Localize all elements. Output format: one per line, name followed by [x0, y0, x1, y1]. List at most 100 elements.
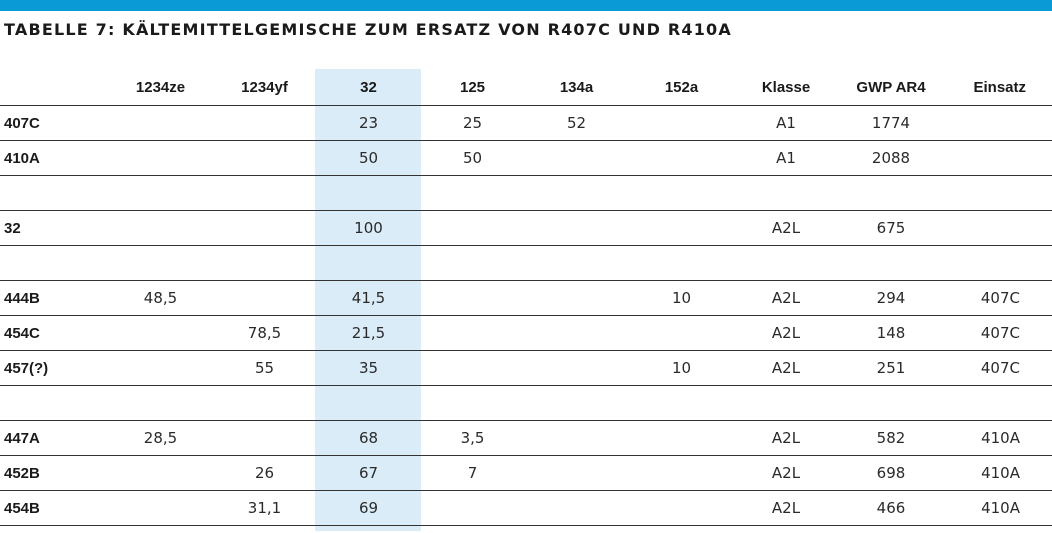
table-cell: [108, 140, 213, 176]
table-cell: A2L: [734, 420, 838, 456]
table-cell: [838, 175, 944, 211]
table-cell: [108, 385, 213, 421]
column-header: 134a: [524, 69, 629, 106]
table-cell: 407C: [944, 280, 1052, 316]
table-cell: [629, 385, 734, 421]
table-cell: 68: [316, 420, 421, 456]
table-cell: 7: [421, 455, 524, 491]
table-cell: 55: [213, 350, 316, 386]
table-cell: 31,1: [213, 490, 316, 526]
table-cell: 35: [316, 350, 421, 386]
table-cell: A2L: [734, 350, 838, 386]
table-cell: [524, 280, 629, 316]
table-cell: [213, 420, 316, 456]
table-row: [0, 245, 1052, 281]
table-cell: [213, 280, 316, 316]
table-cell: [108, 490, 213, 526]
column-header: Klasse: [734, 69, 838, 106]
table-cell: 50: [421, 140, 524, 176]
accent-bar: [0, 0, 1052, 11]
table-row: 452B 26 67 7 A2L 698 410A: [0, 455, 1052, 491]
table-cell: [421, 245, 524, 281]
row-label: 457(?): [0, 350, 108, 386]
table-cell: 10: [629, 350, 734, 386]
table-cell: 407C: [944, 315, 1052, 351]
table-cell: 698: [838, 455, 944, 491]
table-cell: [316, 245, 421, 281]
table-cell: [629, 175, 734, 211]
table-cell: 2088: [838, 140, 944, 176]
table-cell: [524, 140, 629, 176]
table-cell: [629, 455, 734, 491]
table-cell: [629, 315, 734, 351]
column-header: [0, 69, 108, 106]
table-cell: [629, 105, 734, 141]
table-cell: 48,5: [108, 280, 213, 316]
row-label: 454C: [0, 315, 108, 351]
table-cell: [421, 175, 524, 211]
table-cell: 41,5: [316, 280, 421, 316]
table-cell: 69: [316, 490, 421, 526]
table-row: 447A 28,5 68 3,5 A2L 582 410A: [0, 420, 1052, 456]
row-label: [0, 385, 108, 421]
table-cell: [944, 245, 1052, 281]
table-cell: [316, 175, 421, 211]
table-cell: 100: [316, 210, 421, 246]
table-cell: 25: [421, 105, 524, 141]
table-cell: [524, 490, 629, 526]
table-cell: 28,5: [108, 420, 213, 456]
table-cell: [629, 490, 734, 526]
table-cell: 1774: [838, 105, 944, 141]
table-cell: 466: [838, 490, 944, 526]
table-cell: [213, 140, 316, 176]
table-cell: [421, 385, 524, 421]
table-cell: 675: [838, 210, 944, 246]
table-cell: [524, 210, 629, 246]
table-cell: [629, 420, 734, 456]
table-row: [0, 175, 1052, 211]
table-cell: 410A: [944, 455, 1052, 491]
table-cell: 21,5: [316, 315, 421, 351]
row-label: 452B: [0, 455, 108, 491]
row-label: 454B: [0, 490, 108, 526]
table-cell: [421, 490, 524, 526]
table-cell: [944, 105, 1052, 141]
table-row: 407C 23 25 52 A1 1774: [0, 105, 1052, 141]
table-cell: A2L: [734, 455, 838, 491]
table-cell: 67: [316, 455, 421, 491]
table-row: 32 100 A2L 675: [0, 210, 1052, 246]
table-cell: 582: [838, 420, 944, 456]
table-row: [0, 385, 1052, 421]
column-header: GWP AR4: [838, 69, 944, 106]
table-row: 454C 78,5 21,5 A2L 148 407C: [0, 315, 1052, 351]
table-cell: [213, 105, 316, 141]
table-cell: [944, 385, 1052, 421]
table-cell: [524, 385, 629, 421]
row-label: 32: [0, 210, 108, 246]
table-cell: 26: [213, 455, 316, 491]
column-header: 32: [316, 69, 421, 106]
column-header: Einsatz: [944, 69, 1052, 106]
row-label: 444B: [0, 280, 108, 316]
table-cell: A2L: [734, 315, 838, 351]
table-cell: 410A: [944, 420, 1052, 456]
table-cell: 10: [629, 280, 734, 316]
table-cell: [108, 350, 213, 386]
table-cell: [316, 385, 421, 421]
row-label: [0, 175, 108, 211]
table-row: 410A 50 50 A1 2088: [0, 140, 1052, 176]
table-cell: [108, 210, 213, 246]
table-cell: [421, 315, 524, 351]
table-cell: 3,5: [421, 420, 524, 456]
table-cell: [944, 140, 1052, 176]
table-cell: [524, 315, 629, 351]
table-cell: [421, 280, 524, 316]
table-cell: 78,5: [213, 315, 316, 351]
column-header: 1234ze: [108, 69, 213, 106]
table-cell: [108, 105, 213, 141]
table-cell: A2L: [734, 280, 838, 316]
table-cell: [524, 420, 629, 456]
table-cell: [108, 245, 213, 281]
table-title: TABELLE 7: KÄLTEMITTELGEMISCHE ZUM ERSAT…: [4, 20, 732, 39]
table-cell: A1: [734, 105, 838, 141]
